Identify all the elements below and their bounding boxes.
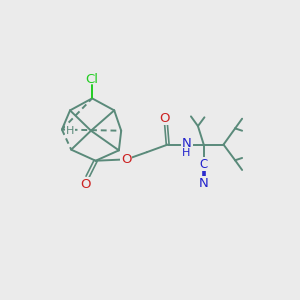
Text: H: H xyxy=(182,148,190,158)
Text: C: C xyxy=(200,158,208,171)
Text: H: H xyxy=(66,126,74,136)
Text: N: N xyxy=(182,137,192,150)
Text: O: O xyxy=(160,112,170,124)
Text: O: O xyxy=(121,153,132,166)
Text: Cl: Cl xyxy=(85,74,99,86)
Text: N: N xyxy=(199,177,208,190)
Text: O: O xyxy=(80,178,90,191)
